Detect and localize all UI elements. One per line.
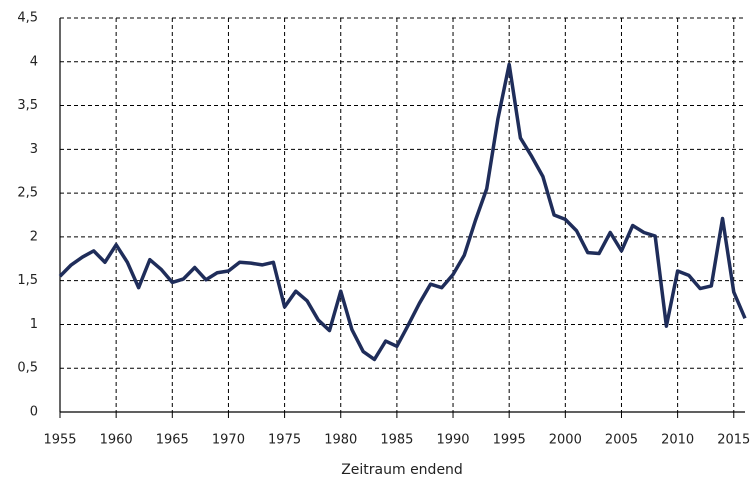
- y-tick-label: 1,5: [17, 273, 38, 288]
- y-tick-label: 4: [30, 54, 38, 69]
- x-tick-label: 1990: [436, 433, 469, 448]
- x-tick-label: 1980: [324, 433, 357, 448]
- y-tick-label: 4,5: [17, 11, 38, 26]
- y-tick-label: 3,5: [17, 98, 38, 113]
- x-tick-label: 2000: [549, 433, 582, 448]
- y-tick-label: 0: [30, 405, 38, 420]
- y-tick-label: 2: [30, 229, 38, 244]
- y-tick-label: 0,5: [17, 361, 38, 376]
- x-tick-label: 1995: [493, 433, 526, 448]
- line: [58, 62, 747, 362]
- x-tick-label: 2015: [717, 433, 750, 448]
- x-tick-label: 1955: [43, 433, 76, 448]
- x-tick-label: 1970: [212, 433, 245, 448]
- y-tick-label: 1: [30, 317, 38, 332]
- x-axis-label: Zeitraum endend: [341, 462, 463, 478]
- x-tick-label: 1985: [380, 433, 413, 448]
- x-tick-label: 1965: [156, 433, 189, 448]
- y-tick-label: 2,5: [17, 186, 38, 201]
- x-tick-label: 2005: [605, 433, 638, 448]
- y-tick-label: 3: [30, 142, 38, 157]
- x-tick-label: 1960: [100, 433, 133, 448]
- x-tick-label: 1975: [268, 433, 301, 448]
- x-tick-label: 2010: [661, 433, 694, 448]
